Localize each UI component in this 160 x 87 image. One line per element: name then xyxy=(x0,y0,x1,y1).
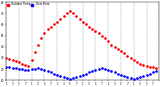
Legend: Outdoor Temp, Dew Point: Outdoor Temp, Dew Point xyxy=(6,2,50,7)
